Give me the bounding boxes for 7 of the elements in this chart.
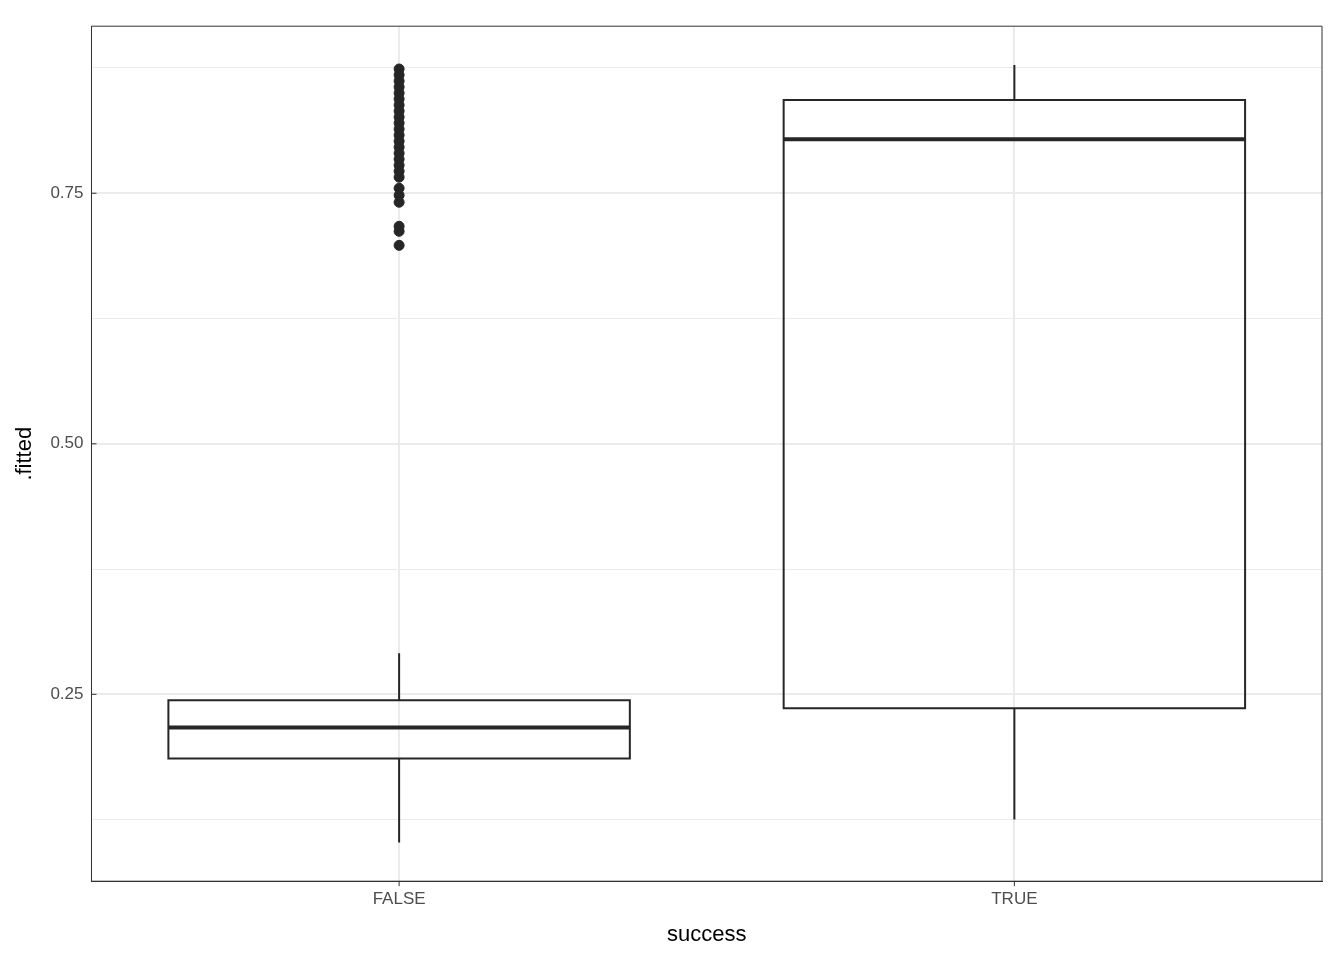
y-tick-label: 0.75 bbox=[50, 182, 84, 202]
x-axis-title: success bbox=[667, 920, 747, 946]
y-tick-label: 0.50 bbox=[50, 433, 84, 453]
x-tick-label: TRUE bbox=[991, 889, 1038, 909]
y-tick-label: 0.25 bbox=[50, 683, 84, 703]
x-tick-label: FALSE bbox=[372, 889, 426, 909]
y-axis-title: .fitted bbox=[11, 426, 37, 481]
